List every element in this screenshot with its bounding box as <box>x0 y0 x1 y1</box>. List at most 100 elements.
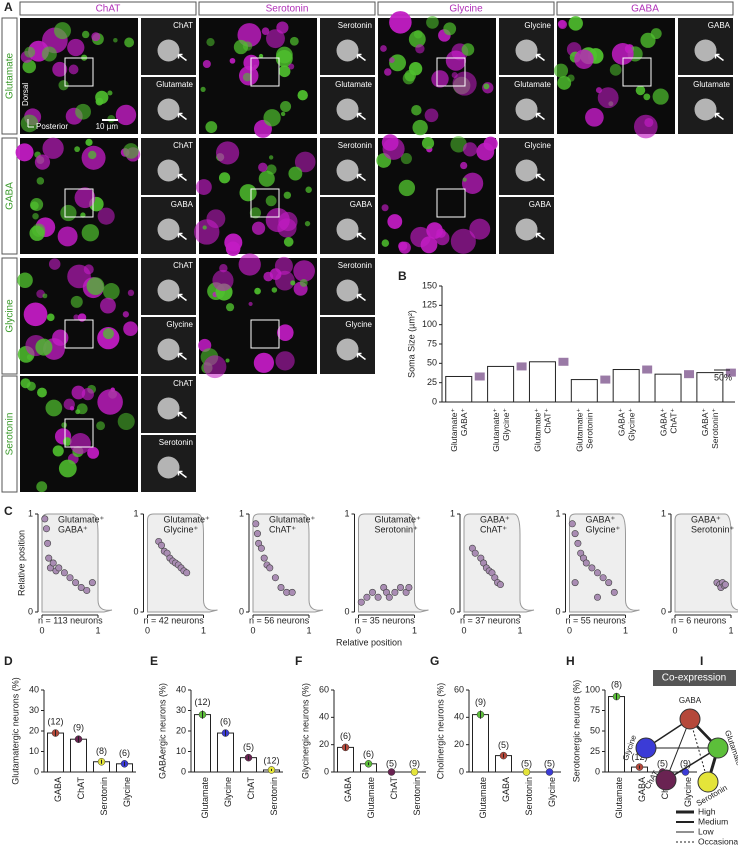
cell-blob <box>293 260 315 282</box>
axis-posterior: Posterior <box>36 122 68 131</box>
inset-label: Glycine <box>166 320 193 329</box>
roi-box <box>436 57 466 87</box>
cell-blob <box>58 80 69 91</box>
x-tick-label: 1 <box>306 625 311 635</box>
column-header-box <box>19 1 197 16</box>
point <box>288 588 296 596</box>
cell-blob <box>265 195 277 207</box>
distribution <box>642 365 653 374</box>
cell-blob <box>410 226 431 248</box>
point <box>41 515 49 523</box>
cell-blob <box>34 154 51 170</box>
column-header: Serotonin <box>266 4 309 15</box>
arrow <box>177 470 187 479</box>
cell-blob <box>96 421 106 431</box>
point <box>253 530 261 538</box>
x-tick-label: Serotonin⁺ <box>585 407 595 448</box>
cell-blob <box>107 90 113 96</box>
x-tick-label: GABA⁺ <box>700 407 710 436</box>
cell-blob <box>384 68 392 76</box>
point <box>277 583 285 591</box>
cell-blob <box>290 280 296 286</box>
x-tick-label: Glycine <box>683 777 693 807</box>
cell-blob <box>412 119 428 136</box>
cell-blob <box>258 170 275 187</box>
cell-blob <box>32 212 39 220</box>
cell-blob <box>123 321 138 336</box>
x-tick-label: ChAT⁺ <box>668 407 678 433</box>
panel-letter: B <box>398 269 407 283</box>
point <box>582 559 590 567</box>
point <box>42 525 50 533</box>
bar <box>445 375 473 403</box>
cell-blob <box>205 121 218 133</box>
cord-outline <box>569 513 640 613</box>
point <box>368 588 376 596</box>
y-tick-label: 25 <box>427 377 437 387</box>
inset-cell <box>694 39 717 62</box>
roi-box <box>250 188 280 218</box>
n-label: n = 6 neurons <box>671 615 727 625</box>
cell-blob <box>266 29 285 49</box>
y-tick-label: 0 <box>661 606 666 616</box>
point <box>66 574 74 582</box>
bar <box>570 379 598 403</box>
n-label: (5) <box>544 758 555 768</box>
n-label: (6) <box>363 749 374 759</box>
y-axis-label: Cholinergic neurons (%) <box>435 683 445 780</box>
inset-label: Glutamate <box>514 80 551 89</box>
n-label: n = 113 neurons <box>38 615 103 625</box>
row-label: Glycine <box>5 299 16 333</box>
inset-cell <box>157 218 180 241</box>
inset-label: Serotonin <box>159 438 193 447</box>
cell-blob <box>283 237 294 247</box>
node <box>697 771 719 793</box>
arrow <box>177 293 187 302</box>
inset-label: Serotonin <box>338 21 372 30</box>
cell-blob <box>435 230 450 246</box>
inset-cell <box>336 159 359 182</box>
cord-outline <box>41 513 113 613</box>
x-tick-label: GABA <box>501 777 511 802</box>
cell-blob <box>381 239 390 247</box>
cell-blob <box>239 184 257 202</box>
mean-dot <box>387 768 396 776</box>
bar <box>194 714 211 773</box>
x-tick-label: GABA <box>53 777 63 802</box>
arrow <box>356 293 366 302</box>
cell-blob <box>585 108 604 127</box>
title-box <box>653 670 736 686</box>
plot-title: GABA⁺ <box>691 514 721 524</box>
cell-blob <box>450 228 476 254</box>
point <box>571 579 579 587</box>
cell-blob <box>404 69 416 82</box>
cell-blob <box>127 289 135 297</box>
plot-title: GABA⁺ <box>58 524 88 534</box>
cell-blob <box>81 30 90 39</box>
bar <box>217 732 234 773</box>
cell-blob <box>45 399 63 417</box>
y-tick-label: 0 <box>28 606 33 616</box>
cell-blob <box>652 88 669 105</box>
inset-label: GABA <box>350 200 373 209</box>
cell-blob <box>229 57 236 64</box>
distribution <box>684 370 695 379</box>
cell-blob <box>254 287 261 295</box>
cell-blob <box>60 204 77 222</box>
bar <box>70 738 87 773</box>
inset-label: ChAT <box>173 379 193 388</box>
row-label: Glutamate <box>5 52 16 99</box>
n-label: (9) <box>680 758 691 768</box>
y-tick-label: 0 <box>450 606 455 616</box>
y-tick-label: 40 <box>454 712 464 722</box>
legend-label: High <box>698 806 716 816</box>
cell-blob <box>288 166 303 181</box>
x-tick-label: Serotonin <box>412 777 422 816</box>
x-tick-label: GABA <box>637 777 647 802</box>
cell-blob <box>52 61 68 77</box>
n-label: n = 37 neurons <box>460 615 521 625</box>
cell-blob <box>54 22 71 40</box>
cell-blob <box>233 39 249 55</box>
cord-outline <box>147 513 218 613</box>
x-tick-label: ChAT <box>76 777 86 800</box>
